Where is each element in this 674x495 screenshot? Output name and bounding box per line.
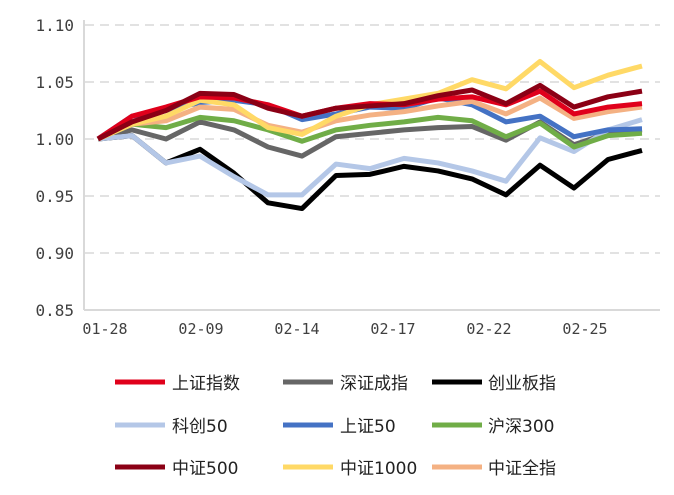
y-tick-label: 1.10 — [35, 16, 74, 35]
series-line-8 — [97, 95, 643, 142]
x-tick-label: 02-22 — [466, 320, 511, 338]
legend-item: 中证全指 — [432, 459, 556, 479]
x-tick-label: 02-17 — [370, 320, 415, 338]
y-tick-label: 1.05 — [35, 73, 74, 92]
x-tick-label: 01-28 — [82, 320, 127, 338]
legend-item: 上证指数 — [115, 374, 240, 394]
legend-item: 中证500 — [115, 459, 238, 479]
legend-item: 科创50 — [115, 417, 228, 437]
series-line-6 — [96, 82, 643, 142]
series-line-5 — [97, 114, 643, 150]
legend-label: 上证指数 — [172, 374, 240, 394]
gridlines — [85, 24, 660, 254]
x-tick-label: 02-14 — [274, 320, 319, 338]
legend-label: 科创50 — [172, 417, 228, 437]
legend-label: 中证全指 — [488, 459, 556, 479]
legend-item: 深证成指 — [283, 374, 408, 394]
series-line-3 — [97, 117, 643, 198]
legend-label: 深证成指 — [340, 374, 408, 394]
legend-label: 沪深300 — [488, 417, 554, 437]
legend-label: 中证1000 — [340, 459, 417, 479]
y-tick-label: 1.00 — [35, 130, 74, 149]
legend-item: 中证1000 — [283, 459, 417, 479]
legend-label: 中证500 — [172, 459, 238, 479]
series-line-2 — [97, 133, 643, 212]
y-tick-label: 0.95 — [35, 187, 74, 206]
y-axis-ticks: 1.10 1.05 1.00 0.95 0.90 0.85 — [35, 16, 74, 320]
legend-item: 上证50 — [283, 417, 396, 437]
x-tick-label: 02-09 — [178, 320, 223, 338]
x-axis-ticks: 01-28 02-09 02-14 02-17 02-22 02-25 — [82, 320, 607, 338]
x-tick-label: 02-25 — [562, 320, 607, 338]
legend-item: 沪深300 — [432, 417, 554, 437]
legend-label: 创业板指 — [488, 374, 556, 394]
series-lines — [96, 58, 643, 212]
legend-label: 上证50 — [340, 417, 396, 437]
y-tick-label: 0.85 — [35, 301, 74, 320]
y-tick-label: 0.90 — [35, 244, 74, 263]
legend-item: 创业板指 — [432, 374, 556, 394]
